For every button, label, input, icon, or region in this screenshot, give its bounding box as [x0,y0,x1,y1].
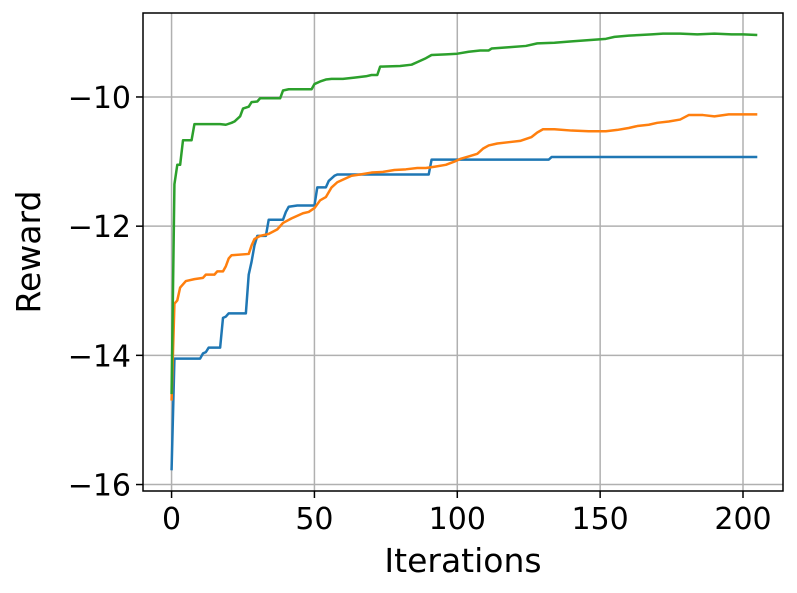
y-axis-ticks: −16 −14 −12 −10 [68,81,143,504]
y-tick-label: −10 [68,81,131,116]
series-line-1 [170,155,758,471]
grid-lines [143,13,783,491]
plot-frame [142,12,784,492]
y-tick-label: −12 [68,210,131,245]
y-tick-label: −16 [68,469,131,504]
x-tick-label: 50 [295,502,333,537]
x-tick-label: 200 [714,502,771,537]
series-lines [170,32,758,471]
x-axis-ticks: 0 50 100 150 200 [162,491,772,537]
y-axis-label: Reward [9,191,48,314]
x-tick-label: 0 [162,502,181,537]
x-tick-label: 100 [429,502,486,537]
x-axis-label: Iterations [384,541,541,580]
series-line-2 [170,113,758,401]
series-line-3 [170,32,758,395]
x-tick-label: 150 [572,502,629,537]
y-tick-label: −14 [68,339,131,374]
